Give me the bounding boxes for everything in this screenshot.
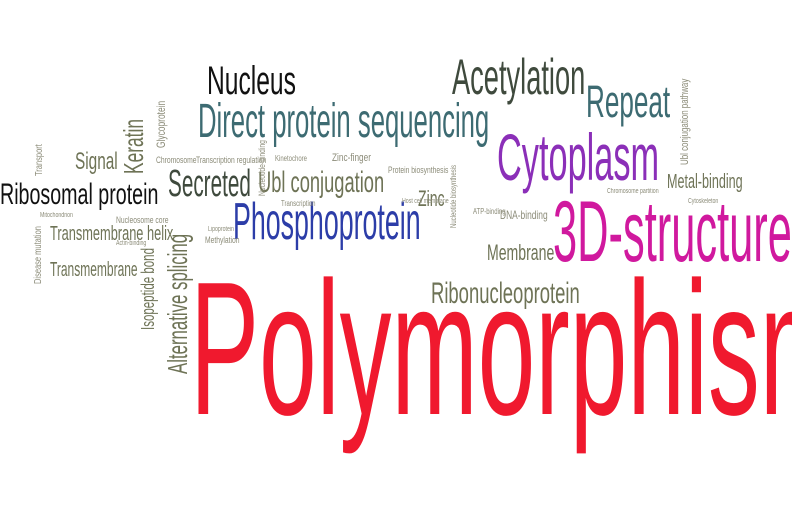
word-secreted: Secreted: [168, 163, 251, 205]
word-transmembrane: Transmembrane: [50, 259, 138, 281]
word-nucleotide-biosynthesis: Nucleotide biosynthesis: [449, 164, 458, 228]
word-ribosomal-protein: Ribosomal protein: [0, 178, 159, 211]
word-signal: Signal: [75, 148, 118, 175]
word-chromosome: Chromosome: [156, 155, 197, 165]
word-polymorphism: Polymorphism: [190, 243, 792, 455]
word-nucleus: Nucleus: [207, 59, 296, 103]
word-host-cell-membrane: Host cell membrane: [402, 198, 449, 205]
word-ubl-conjugation: Ubl conjugation: [258, 166, 385, 199]
word-chromosome-partition: Chromosome partition: [607, 188, 659, 195]
word-methylation: Methylation: [205, 235, 240, 245]
word-lipoprotein: Lipoprotein: [208, 226, 234, 233]
word-repeat: Repeat: [586, 76, 671, 127]
word-dna-binding: DNA-binding: [500, 208, 548, 222]
word-3d-structure: 3D-structure: [553, 184, 792, 280]
word-protein-biosynthesis: Protein biosynthesis: [388, 165, 449, 175]
word-membrane: Membrane: [487, 240, 555, 265]
word-acetylation: Acetylation: [452, 49, 586, 105]
word-zinc-finger: Zinc-finger: [332, 152, 371, 164]
word-transport: Transport: [34, 144, 45, 176]
word-glycoprotein: Glycoprotein: [154, 100, 168, 148]
word-kinetochore: Kinetochore: [275, 154, 308, 163]
word-transmembrane-helix: Transmembrane helix: [50, 223, 174, 245]
word-keratin: Keratin: [118, 118, 149, 174]
word-cytoskeleton: Cytoskeleton: [688, 198, 719, 205]
word-transcription-regulation: Transcription regulation: [196, 155, 267, 165]
word-isopeptide-bond: Isopeptide bond: [138, 248, 158, 330]
word-mitochondrion: Mitochondrion: [40, 212, 73, 219]
word-actin-binding: Actin-binding: [116, 240, 147, 247]
word-disease-mutation: Disease mutation: [33, 226, 44, 284]
word-direct-protein-sequencing: Direct protein sequencing: [198, 95, 490, 148]
word-alternative-splicing: Alternative splicing: [162, 233, 193, 374]
word-ribonucleoprotein: Ribonucleoprotein: [431, 277, 580, 310]
word-nucleosome-core: Nucleosome core: [116, 215, 169, 225]
word-metal-binding: Metal-binding: [667, 171, 743, 193]
word-ubl-conjugation-pathway: Ubl conjugation pathway: [679, 78, 691, 165]
word-zinc: Zinc: [418, 186, 445, 211]
word-cytoplasm: Cytoplasm: [497, 120, 660, 194]
word-atp-binding: ATP-binding: [473, 207, 506, 216]
word-transcription: Transcription: [281, 199, 316, 208]
word-phosphoprotein: Phosphoprotein: [233, 193, 421, 251]
word-nucleotide-binding: Nucleotide-binding: [257, 140, 267, 196]
